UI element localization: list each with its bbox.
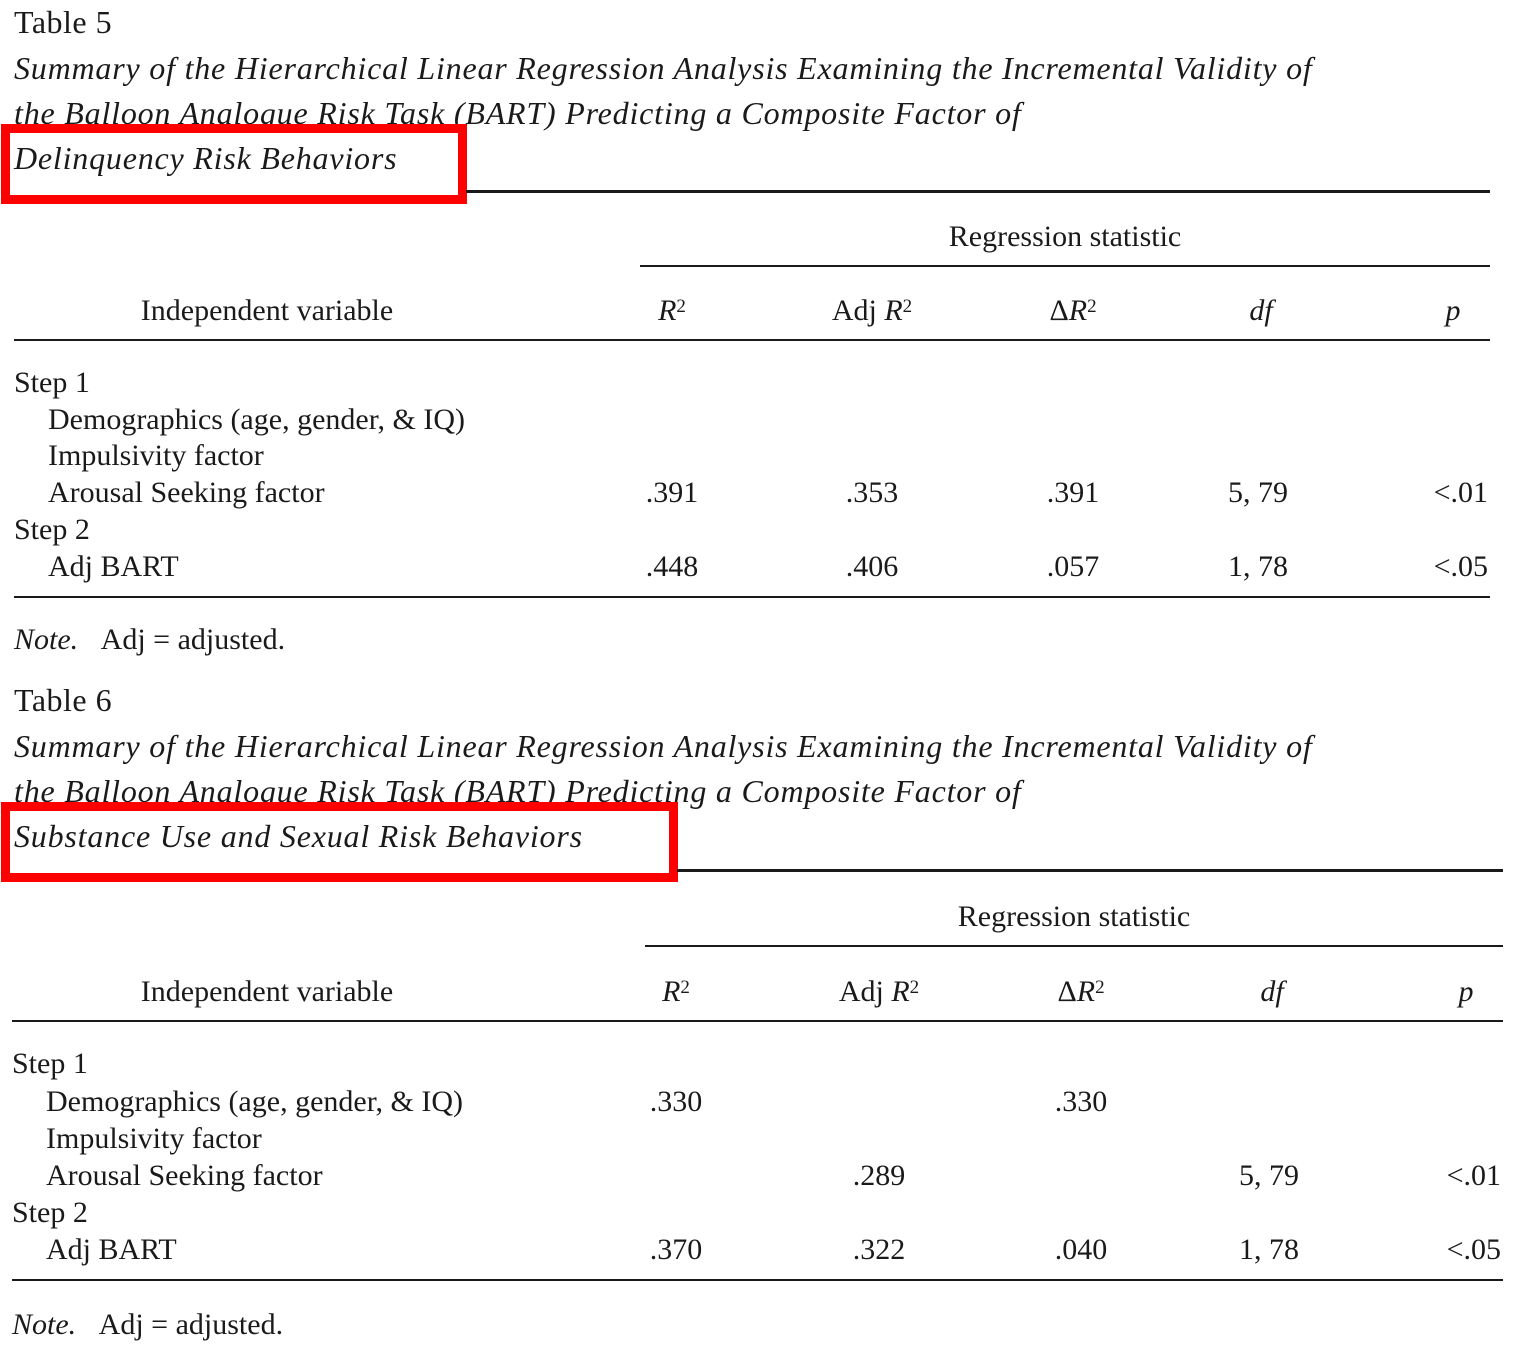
row-label: Arousal Seeking factor xyxy=(48,476,325,509)
cell-delta-r2: .330 xyxy=(1054,1085,1108,1118)
cell-p: <.01 xyxy=(1446,1159,1501,1192)
group-header: Regression statistic xyxy=(948,220,1182,253)
cell-p: <.05 xyxy=(1433,550,1488,583)
col-header-delta-r2: ΔR2 xyxy=(1049,294,1097,327)
row-label: Adj BART xyxy=(46,1233,177,1266)
cell-df: 5, 79 xyxy=(1239,1159,1299,1192)
cell-df: 5, 79 xyxy=(1228,476,1288,509)
cell-p: <.01 xyxy=(1433,476,1488,509)
col-header-df: df xyxy=(1249,294,1273,327)
caption-line: Summary of the Hierarchical Linear Regre… xyxy=(14,50,1313,86)
row-label: Arousal Seeking factor xyxy=(46,1159,323,1192)
cell-delta-r2: .040 xyxy=(1054,1233,1108,1266)
cell-r2: .448 xyxy=(645,550,699,583)
group-rule xyxy=(640,265,1490,267)
col-header-adj-r2: Adj R2 xyxy=(831,294,913,327)
bottom-rule xyxy=(14,596,1490,598)
cell-delta-r2: .057 xyxy=(1046,550,1100,583)
bottom-rule xyxy=(12,1279,1503,1281)
header-rule xyxy=(12,1020,1503,1022)
row-label: Step 1 xyxy=(12,1047,88,1080)
cell-r2: .370 xyxy=(649,1233,703,1266)
col-header-p: p xyxy=(1458,975,1474,1008)
highlight-box xyxy=(1,802,678,882)
col-header-p: p xyxy=(1445,294,1461,327)
caption-line: Summary of the Hierarchical Linear Regre… xyxy=(14,728,1313,764)
top-rule xyxy=(677,869,1503,872)
row-label: Demographics (age, gender, & IQ) xyxy=(48,403,465,436)
group-rule xyxy=(645,945,1503,947)
caption-line: Substance Use and Sexual Risk Behaviors xyxy=(14,818,583,854)
top-rule xyxy=(466,190,1490,193)
row-label: Step 2 xyxy=(14,513,90,546)
col-header-delta-r2: ΔR2 xyxy=(1057,975,1105,1008)
caption-line: Delinquency Risk Behaviors xyxy=(14,140,398,176)
header-rule xyxy=(14,339,1490,341)
cell-adj-r2: .322 xyxy=(852,1233,906,1266)
row-label: Step 1 xyxy=(14,366,90,399)
cell-delta-r2: .391 xyxy=(1046,476,1100,509)
col-header-variable: Independent variable xyxy=(140,975,394,1008)
row-label: Impulsivity factor xyxy=(48,439,264,472)
cell-p: <.05 xyxy=(1446,1233,1501,1266)
highlight-box xyxy=(1,124,467,204)
row-label: Step 2 xyxy=(12,1196,88,1229)
col-header-r2: R2 xyxy=(662,975,690,1008)
table-caption: Summary of the Hierarchical Linear Regre… xyxy=(14,46,1313,181)
col-header-df: df xyxy=(1260,975,1284,1008)
cell-df: 1, 78 xyxy=(1239,1233,1299,1266)
col-header-variable: Independent variable xyxy=(140,294,394,327)
row-label: Demographics (age, gender, & IQ) xyxy=(46,1085,463,1118)
group-header: Regression statistic xyxy=(957,900,1191,933)
cell-r2: .330 xyxy=(649,1085,703,1118)
cell-adj-r2: .353 xyxy=(845,476,899,509)
row-label: Impulsivity factor xyxy=(46,1122,262,1155)
cell-adj-r2: .289 xyxy=(852,1159,906,1192)
table-note: Note. Adj = adjusted. xyxy=(12,1308,284,1341)
table-label: Table 6 xyxy=(14,682,113,718)
table-note: Note. Adj = adjusted. xyxy=(14,623,286,656)
cell-r2: .391 xyxy=(645,476,699,509)
col-header-adj-r2: Adj R2 xyxy=(838,975,920,1008)
row-label: Adj BART xyxy=(48,550,179,583)
col-header-r2: R2 xyxy=(658,294,686,327)
cell-adj-r2: .406 xyxy=(845,550,899,583)
cell-df: 1, 78 xyxy=(1228,550,1288,583)
table-label: Table 5 xyxy=(14,4,113,40)
